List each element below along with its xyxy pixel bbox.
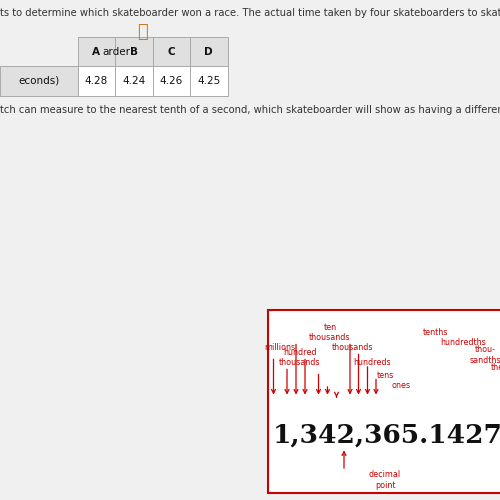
Bar — [152, 38, 190, 66]
Text: C: C — [168, 47, 175, 57]
Text: 👆: 👆 — [137, 24, 148, 42]
Text: ones: ones — [392, 380, 410, 390]
Bar — [78, 66, 115, 96]
Bar — [78, 38, 115, 66]
Text: hundred
thousands: hundred thousands — [280, 348, 321, 367]
Text: 4.24: 4.24 — [122, 76, 146, 86]
Text: B: B — [130, 47, 138, 57]
Text: tch can measure to the nearest tenth of a second, which skateboarder will show a: tch can measure to the nearest tenth of … — [0, 105, 500, 115]
Text: millions: millions — [264, 343, 296, 352]
Text: tenths: tenths — [422, 328, 448, 337]
Text: the‑: the‑ — [490, 363, 500, 372]
Text: decimal
point: decimal point — [369, 470, 401, 490]
Bar — [152, 66, 190, 96]
Text: 4.28: 4.28 — [84, 76, 108, 86]
Text: thousands: thousands — [332, 343, 374, 352]
Bar — [78, 38, 155, 66]
Text: D: D — [204, 47, 213, 57]
Text: 1,342,365.1427: 1,342,365.1427 — [272, 422, 500, 448]
Text: arder: arder — [102, 47, 130, 57]
Bar — [268, 310, 500, 492]
Bar — [115, 66, 152, 96]
Text: hundredths: hundredths — [440, 338, 486, 347]
Text: thou‑
sandths: thou‑ sandths — [469, 346, 500, 364]
Text: hundreds: hundreds — [354, 358, 392, 367]
Bar — [190, 66, 228, 96]
Text: ten
thousands: ten thousands — [309, 323, 351, 342]
Bar — [115, 38, 152, 66]
Bar — [190, 38, 228, 66]
Text: A: A — [92, 47, 100, 57]
Text: tens: tens — [376, 370, 394, 380]
Text: econds): econds) — [18, 76, 59, 86]
Text: ts to determine which skateboarder won a race. The actual time taken by four ska: ts to determine which skateboarder won a… — [0, 8, 500, 18]
Text: 4.26: 4.26 — [160, 76, 183, 86]
Text: 4.25: 4.25 — [197, 76, 220, 86]
Bar — [0, 66, 78, 96]
